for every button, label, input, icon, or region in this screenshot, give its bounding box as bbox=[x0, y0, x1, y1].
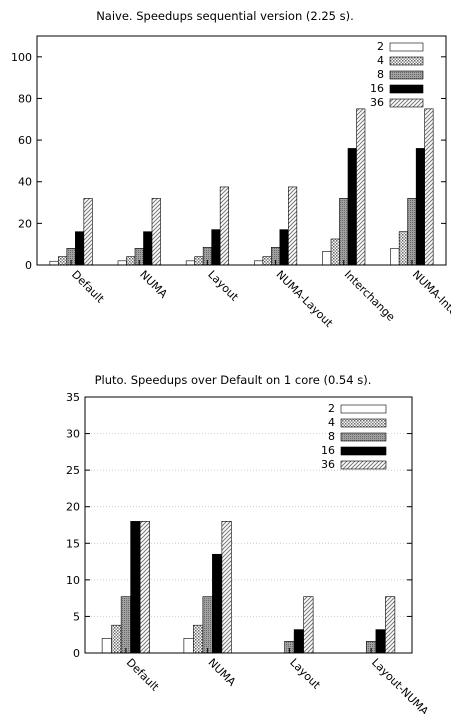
legend-swatch-36 bbox=[340, 460, 387, 470]
y-tick-label: 30 bbox=[66, 428, 80, 441]
legend-label-16: 16 bbox=[321, 444, 335, 457]
chart-pluto-bars bbox=[101, 521, 396, 654]
bar-numa-layout-36 bbox=[288, 186, 298, 266]
legend-swatch-16 bbox=[389, 84, 424, 94]
legend-label-2: 2 bbox=[328, 402, 335, 415]
bar-default-36 bbox=[139, 521, 150, 654]
x-category-label: Default bbox=[124, 656, 162, 694]
bar-default-4 bbox=[111, 624, 122, 654]
bar-numa-16 bbox=[143, 231, 153, 266]
x-category-label: NUMA-Layout bbox=[273, 268, 335, 330]
y-tick-label: 15 bbox=[66, 537, 80, 550]
legend-swatch-2 bbox=[389, 42, 424, 52]
legend-swatch-8 bbox=[389, 70, 424, 80]
legend-swatch-8 bbox=[340, 432, 387, 442]
bar-interchange-16 bbox=[347, 148, 357, 266]
y-tick-label: 20 bbox=[66, 501, 80, 514]
bar-default-16 bbox=[75, 231, 85, 266]
bar-numa-36 bbox=[221, 521, 232, 654]
x-category-label: Default bbox=[69, 268, 107, 306]
x-category-label: Layout bbox=[287, 656, 323, 692]
y-tick-label: 80 bbox=[18, 92, 32, 105]
legend-swatch-4 bbox=[340, 418, 387, 428]
bar-default-4 bbox=[58, 256, 68, 266]
bar-interchange-2 bbox=[322, 251, 332, 266]
bar-numa-interchange-36 bbox=[424, 108, 434, 266]
bar-numa-8 bbox=[202, 596, 213, 654]
bar-layout-36 bbox=[219, 186, 229, 266]
bar-default-36 bbox=[83, 198, 93, 266]
bar-numa-interchange-8 bbox=[407, 198, 417, 266]
legend-label-8: 8 bbox=[328, 430, 335, 443]
chart-pluto: Pluto. Speedups over Default on 1 core (… bbox=[66, 373, 431, 714]
x-category-label: NUMA bbox=[206, 656, 239, 689]
bar-layout-4 bbox=[194, 256, 204, 266]
bar-numa-interchange-2 bbox=[390, 248, 400, 266]
chart-naive-y-ticks: 0 20 40 60 80 100 bbox=[11, 51, 446, 272]
y-tick-label: 100 bbox=[11, 51, 32, 64]
bar-numa-16 bbox=[212, 553, 223, 654]
bar-numa-2 bbox=[117, 260, 127, 266]
y-tick-label: 60 bbox=[18, 134, 32, 147]
legend-label-36: 36 bbox=[321, 458, 335, 471]
x-category-label: Interchange bbox=[342, 268, 398, 324]
chart-pluto-plot-frame bbox=[84, 396, 413, 654]
y-tick-label: 5 bbox=[73, 610, 80, 623]
bar-numa-interchange-16 bbox=[415, 148, 425, 266]
bar-interchange-8 bbox=[339, 198, 349, 266]
x-category-label: NUMA bbox=[137, 268, 170, 301]
chart-pluto-title: Pluto. Speedups over Default on 1 core (… bbox=[95, 373, 372, 387]
chart-pluto-category-labels: Default NUMA Layout Layout-NUMA bbox=[124, 648, 431, 714]
chart-naive-category-labels: Default NUMA Layout NUMA-Layout Interchange N… bbox=[69, 260, 451, 350]
chart-pluto-y-ticks: 0 5 10 15 20 25 30 35 bbox=[66, 391, 412, 660]
legend-label-36: 36 bbox=[370, 96, 384, 109]
y-tick-label: 20 bbox=[18, 217, 32, 230]
bar-layout-numa-36 bbox=[385, 596, 396, 654]
bar-layout-36 bbox=[303, 596, 314, 654]
y-tick-label: 40 bbox=[18, 176, 32, 189]
bar-interchange-36 bbox=[356, 108, 366, 266]
bar-default-8 bbox=[120, 596, 131, 654]
y-tick-label: 0 bbox=[25, 259, 32, 272]
bar-default-16 bbox=[130, 521, 141, 654]
legend-swatch-36 bbox=[389, 98, 424, 108]
bar-numa-4 bbox=[193, 624, 204, 654]
bar-default-2 bbox=[101, 638, 112, 654]
y-tick-label: 35 bbox=[66, 391, 80, 404]
bar-layout-16 bbox=[211, 229, 221, 266]
bar-numa-layout-2 bbox=[254, 260, 264, 266]
y-tick-label: 10 bbox=[66, 574, 80, 587]
chart-naive-title: Naive. Speedups sequential version (2.25… bbox=[96, 9, 354, 23]
legend-swatch-16 bbox=[340, 446, 387, 456]
bar-numa-2 bbox=[183, 638, 194, 654]
legend-swatch-4 bbox=[389, 56, 424, 66]
legend-label-8: 8 bbox=[377, 68, 384, 81]
x-category-label: NUMA-Interchange bbox=[410, 268, 451, 350]
bar-layout-16 bbox=[293, 629, 304, 654]
bar-layout-numa-16 bbox=[375, 629, 386, 654]
legend-swatch-2 bbox=[340, 404, 387, 414]
bar-numa-4 bbox=[126, 256, 136, 266]
bar-default-2 bbox=[49, 260, 59, 266]
bar-numa-36 bbox=[151, 198, 161, 266]
bar-numa-layout-16 bbox=[279, 229, 289, 266]
y-tick-label: 0 bbox=[73, 647, 80, 660]
chart-naive: Naive. Speedups sequential version (2.25… bbox=[11, 9, 451, 350]
bar-layout-2 bbox=[185, 260, 195, 266]
legend-label-2: 2 bbox=[377, 40, 384, 53]
x-category-label: Layout bbox=[205, 268, 241, 304]
y-tick-label: 25 bbox=[66, 464, 80, 477]
bar-interchange-4 bbox=[330, 238, 340, 266]
legend-label-4: 4 bbox=[328, 416, 335, 429]
legend-label-16: 16 bbox=[370, 82, 384, 95]
bar-numa-layout-4 bbox=[262, 256, 272, 266]
chart-naive-plot-frame bbox=[36, 35, 447, 266]
x-category-label: Layout-NUMA bbox=[369, 656, 431, 714]
bar-numa-interchange-4 bbox=[398, 231, 408, 266]
chart-naive-bars bbox=[49, 108, 434, 266]
legend-label-4: 4 bbox=[377, 54, 384, 67]
